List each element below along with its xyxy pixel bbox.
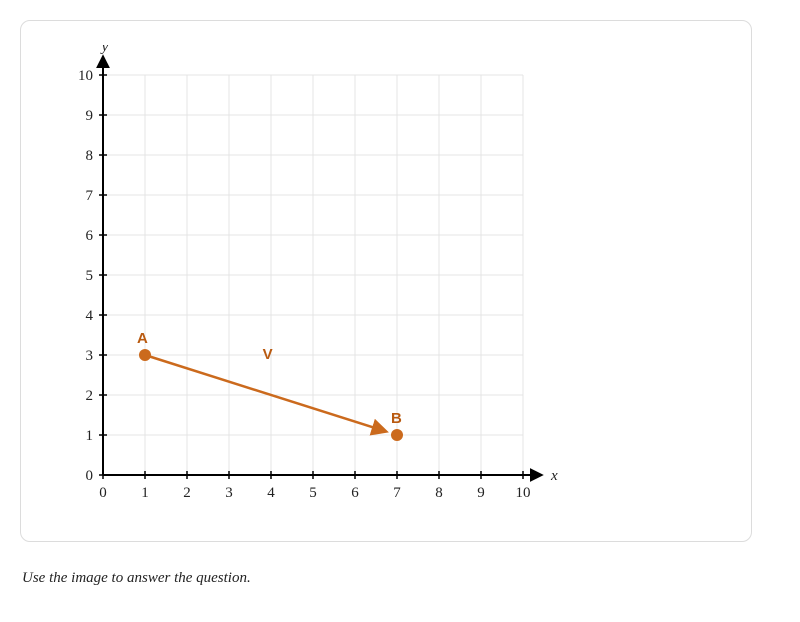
x-tick-label: 4 [267, 485, 275, 501]
point-a [139, 349, 151, 361]
y-tick-label: 5 [86, 268, 94, 284]
y-tick-label: 4 [86, 308, 94, 324]
y-tick-label: 9 [86, 108, 94, 124]
x-axis-label: x [550, 468, 558, 484]
caption-text: Use the image to answer the question. [22, 570, 780, 587]
y-axis-label: y [100, 45, 109, 55]
x-tick-label: 10 [516, 485, 531, 501]
y-tick-label: 6 [86, 228, 94, 244]
x-tick-label: 3 [225, 485, 233, 501]
point-label-a: A [137, 330, 148, 347]
vector-label: V [263, 346, 273, 363]
y-tick-label: 3 [86, 348, 94, 364]
x-tick-label: 1 [141, 485, 149, 501]
y-tick-label: 7 [86, 188, 94, 204]
x-tick-label: 5 [309, 485, 317, 501]
chart-card: 0 1 2 3 4 5 6 7 8 9 10 0 1 2 3 4 5 6 7 8 9 10 x y V A B [20, 20, 752, 542]
x-tick-label: 2 [183, 485, 191, 501]
point-b [391, 429, 403, 441]
y-tick-label: 1 [86, 428, 94, 444]
x-tick-label: 0 [99, 485, 107, 501]
y-tick-label: 10 [78, 68, 93, 84]
point-label-b: B [391, 410, 402, 427]
x-tick-label: 9 [477, 485, 485, 501]
vector-v [145, 355, 386, 431]
x-tick-label: 7 [393, 485, 401, 501]
plot-container: 0 1 2 3 4 5 6 7 8 9 10 0 1 2 3 4 5 6 7 8 9 10 x y V A B [49, 45, 723, 515]
y-tick-label: 8 [86, 148, 94, 164]
y-tick-label: 0 [86, 468, 94, 484]
vector-plot: 0 1 2 3 4 5 6 7 8 9 10 0 1 2 3 4 5 6 7 8 9 10 x y V A B [49, 45, 569, 515]
x-tick-label: 6 [351, 485, 359, 501]
x-tick-label: 8 [435, 485, 443, 501]
y-tick-label: 2 [86, 388, 94, 404]
